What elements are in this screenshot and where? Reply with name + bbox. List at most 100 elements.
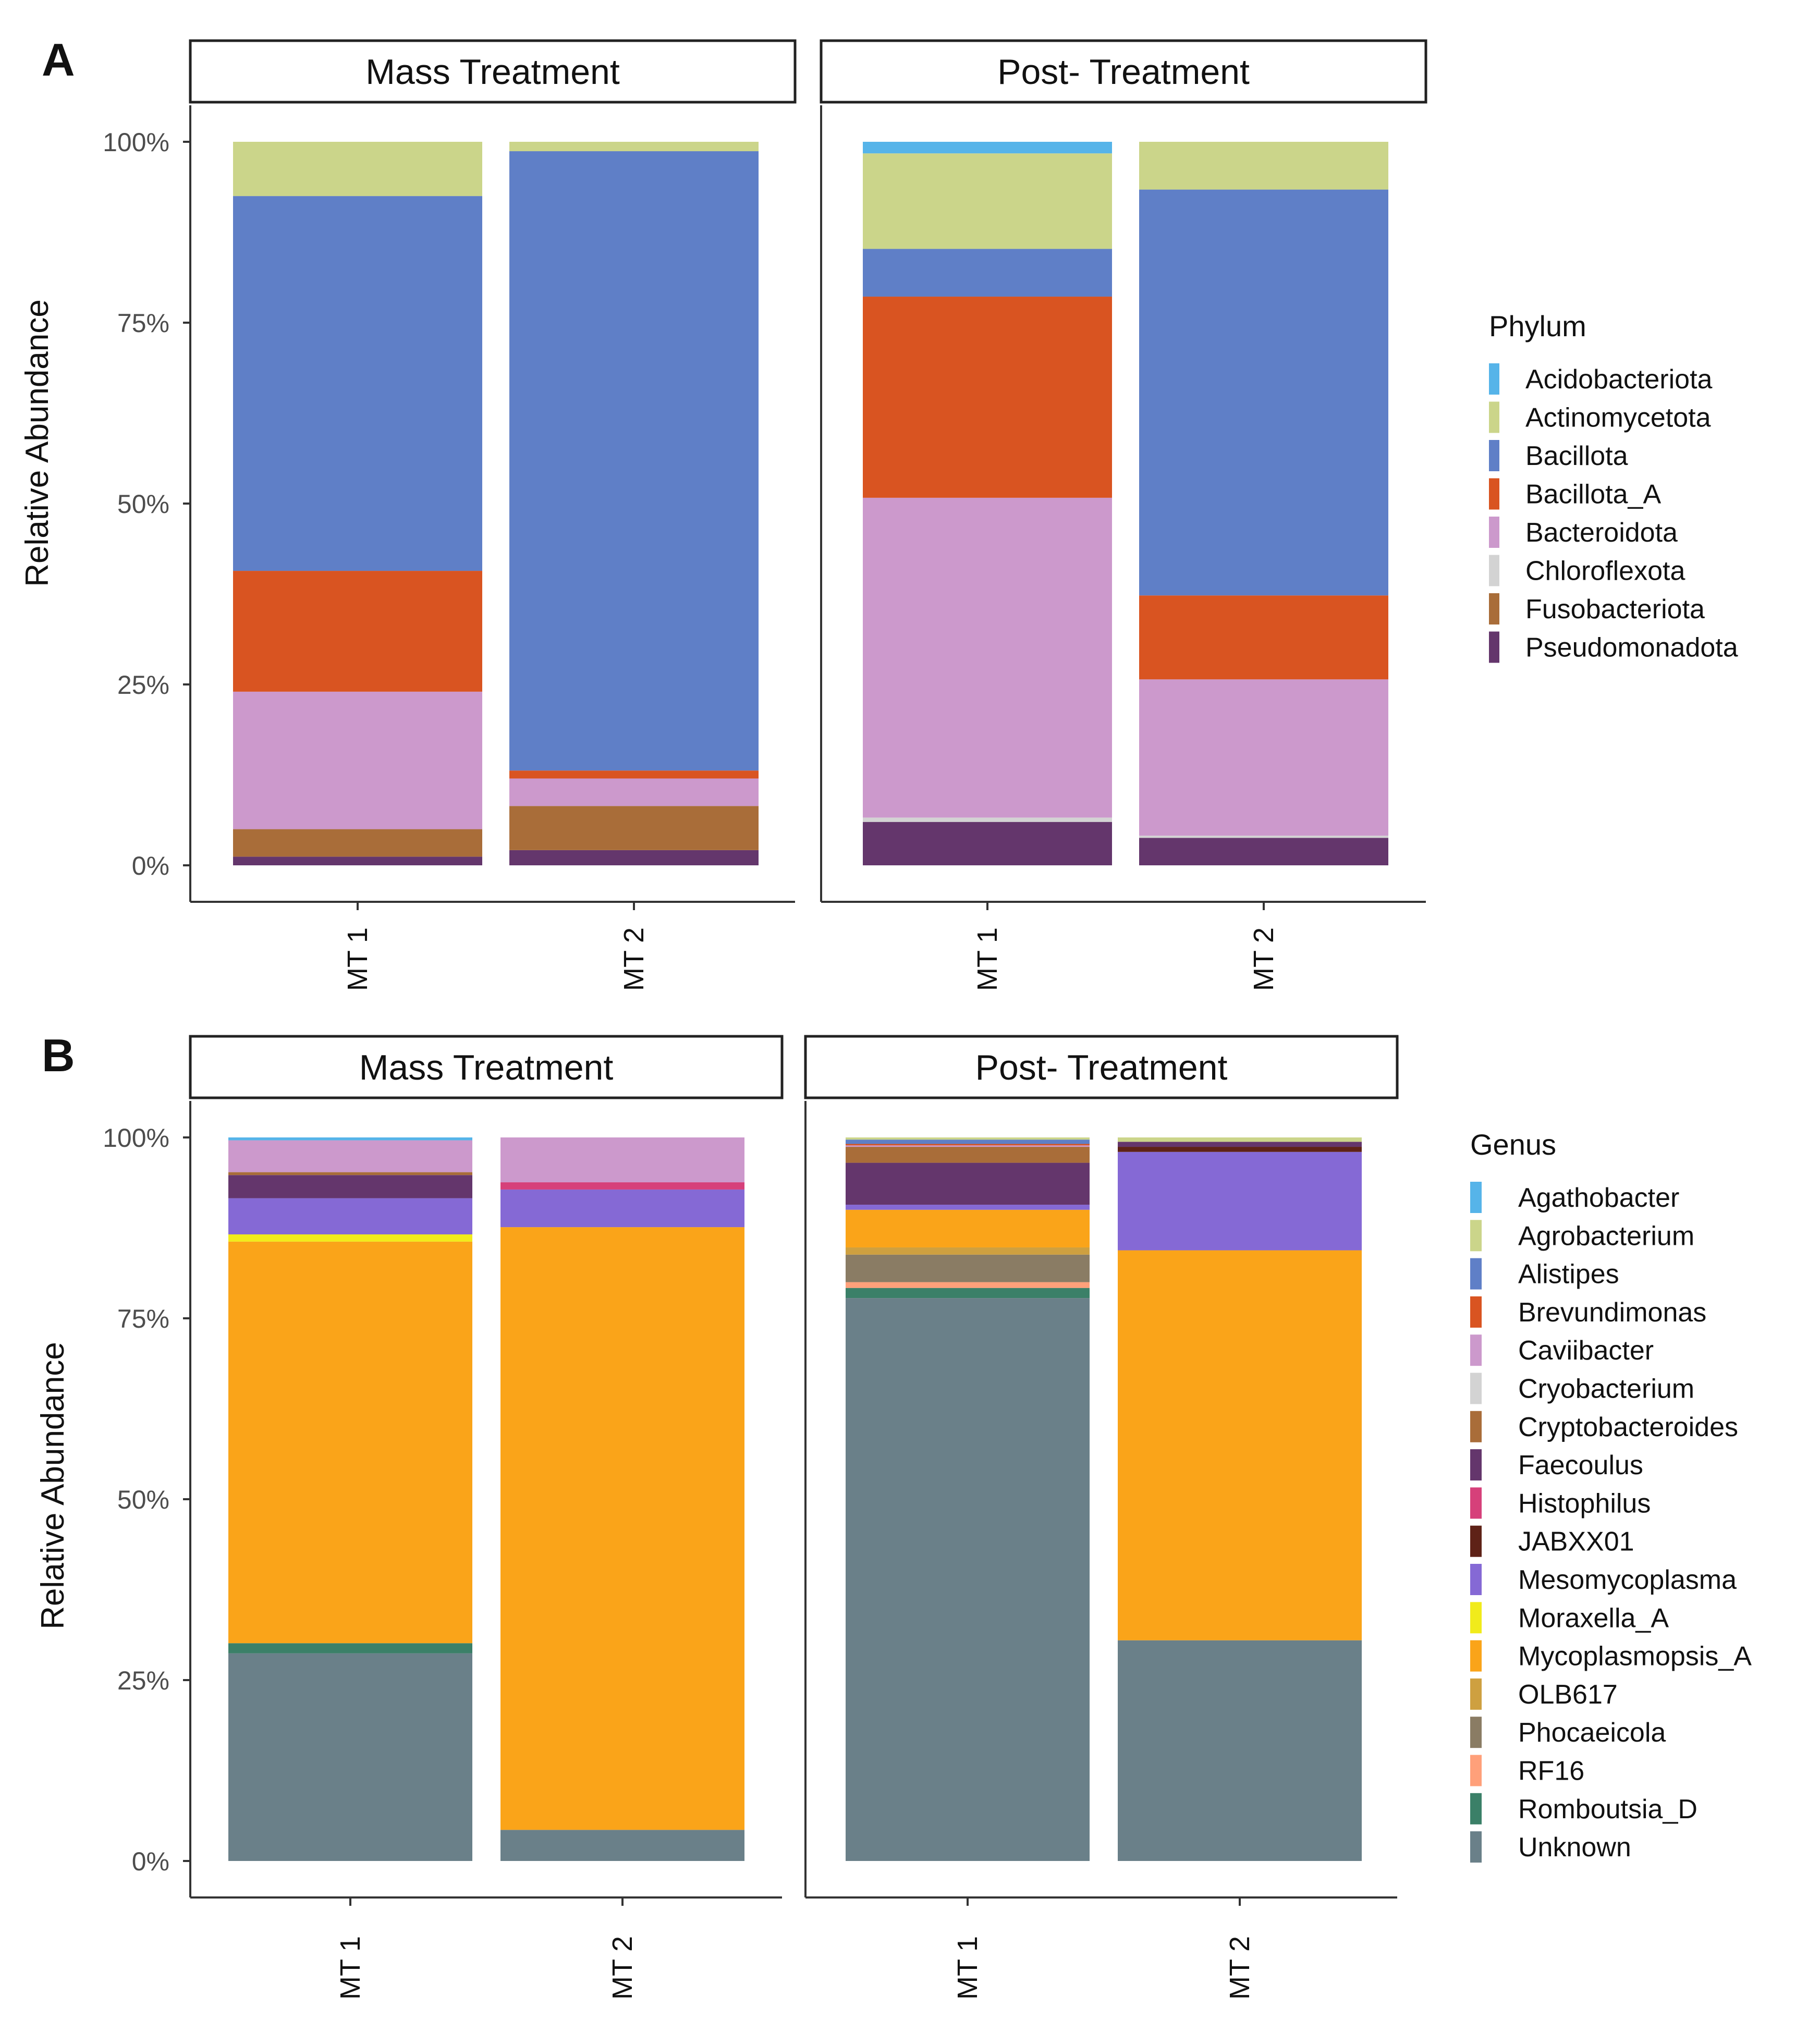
legend-label: Alistipes — [1518, 1259, 1619, 1290]
legend-label: Romboutsia_D — [1518, 1794, 1697, 1824]
x-tick-label: MT 1 — [972, 927, 1003, 991]
legend-key — [1470, 1182, 1482, 1213]
legend-key — [1470, 1411, 1482, 1442]
legend-key — [1470, 1717, 1482, 1748]
facet-strip — [189, 39, 797, 104]
panel-letter: A — [42, 34, 75, 85]
legend-key — [1470, 1487, 1482, 1519]
legend-label: Mycoplasmopsis_A — [1518, 1642, 1752, 1672]
y-axis-label: Relative Abundance — [35, 1342, 71, 1630]
bar-segment — [846, 1209, 1090, 1247]
bar-segment — [863, 817, 1112, 822]
facet-mass-treatment: Mass Treatment MT 1 MT 2 — [189, 1035, 784, 2000]
bar-segment — [846, 1254, 1090, 1282]
bar-segment — [863, 153, 1112, 249]
legend-key — [1470, 1602, 1482, 1634]
legend-label: RF16 — [1518, 1756, 1584, 1786]
bar-stack — [500, 1137, 744, 1861]
legend-key — [1470, 1296, 1482, 1328]
bar-segment — [863, 297, 1112, 498]
y-tick-label: 50% — [117, 489, 169, 519]
legend-title: Genus — [1470, 1128, 1556, 1161]
bar-segment — [1139, 142, 1388, 190]
legend-label: JABXX01 — [1518, 1527, 1634, 1557]
y-tick-label: 50% — [117, 1485, 169, 1514]
bar-segment — [846, 1140, 1090, 1144]
bar-segment — [228, 1643, 472, 1654]
facet-strip — [804, 1035, 1399, 1099]
bar-stack — [846, 1137, 1090, 1861]
legend-label: Bacteroidota — [1525, 518, 1678, 548]
legend-label: Fusobacteriota — [1525, 594, 1705, 624]
y-tick-label: 100% — [103, 128, 169, 157]
facet-post-treatment: Post- Treatment MT 1 MT 2 — [820, 39, 1427, 991]
bar-segment — [509, 778, 759, 806]
y-tick-label: 100% — [103, 1123, 169, 1153]
legend-label: Actinomycetota — [1525, 403, 1711, 433]
bar-segment — [228, 1241, 472, 1644]
legend-key — [1470, 1831, 1482, 1863]
y-tick-label: 75% — [117, 309, 169, 338]
x-tick-label: MT 1 — [335, 1936, 366, 2000]
legend-label: Acidobacteriota — [1525, 364, 1713, 395]
bar-segment — [233, 856, 482, 865]
legend-key — [1470, 1755, 1482, 1786]
x-tick-label: MT 2 — [1248, 927, 1279, 991]
legend-key — [1470, 1334, 1482, 1366]
bar-segment — [1139, 189, 1388, 596]
legend-key — [1489, 593, 1499, 624]
bar-segment — [846, 1137, 1090, 1140]
legend: Phylum Acidobacteriota Actinomycetota Bacil… — [1489, 310, 1738, 663]
legend-key — [1489, 401, 1499, 433]
bar-segment — [863, 142, 1112, 154]
legend-key — [1470, 1373, 1482, 1404]
legend-key — [1470, 1640, 1482, 1672]
panel-b: B Relative Abundance 0% 25% 50% 75% 100% Mass T… — [35, 1030, 1752, 2000]
facet-strip-label: Mass Treatment — [359, 1048, 614, 1087]
legend-label: Bacillota — [1525, 441, 1628, 471]
bar-segment — [846, 1247, 1090, 1255]
legend-label: Agrobacterium — [1518, 1221, 1694, 1251]
bar-segment — [846, 1147, 1090, 1163]
bar-segment — [500, 1137, 744, 1183]
legend-key — [1489, 517, 1499, 548]
bar-segment — [500, 1182, 744, 1190]
bar-segment — [233, 691, 482, 829]
bar-stack — [228, 1137, 472, 1861]
bar-segment — [1139, 838, 1388, 865]
bar-segment — [1118, 1152, 1362, 1251]
bar-segment — [1118, 1137, 1362, 1142]
y-tick-label: 25% — [117, 670, 169, 700]
x-tick-label: MT 1 — [342, 927, 373, 991]
facet-strip-label: Post- Treatment — [975, 1048, 1228, 1087]
facet-strip-label: Mass Treatment — [365, 52, 620, 92]
legend-label: Cryptobacteroides — [1518, 1412, 1738, 1442]
bar-segment — [233, 196, 482, 571]
legend-key — [1470, 1449, 1482, 1481]
y-tick-label: 0% — [132, 1847, 169, 1876]
bar-segment — [1139, 595, 1388, 680]
legend-key — [1470, 1258, 1482, 1290]
panel-letter: B — [42, 1030, 75, 1081]
bar-segment — [233, 142, 482, 197]
legend-key — [1470, 1220, 1482, 1252]
bar-segment — [1118, 1250, 1362, 1640]
legend-label: Pseudomonadota — [1525, 633, 1738, 663]
bar-segment — [228, 1172, 472, 1175]
legend-key — [1470, 1678, 1482, 1710]
bar-segment — [228, 1137, 472, 1141]
bar-segment — [846, 1282, 1090, 1288]
bar-segment — [863, 497, 1112, 818]
legend-key — [1470, 1793, 1482, 1824]
x-tick-label: MT 2 — [1224, 1936, 1255, 2000]
bar-stack — [1139, 142, 1388, 865]
bar-segment — [228, 1140, 472, 1172]
bar-segment — [1139, 679, 1388, 836]
facet-post-treatment: Post- Treatment MT 1 MT 2 — [804, 1035, 1399, 2000]
bar-segment — [863, 249, 1112, 297]
legend-key — [1489, 631, 1499, 663]
legend-key — [1489, 478, 1499, 510]
legend-key — [1489, 363, 1499, 395]
